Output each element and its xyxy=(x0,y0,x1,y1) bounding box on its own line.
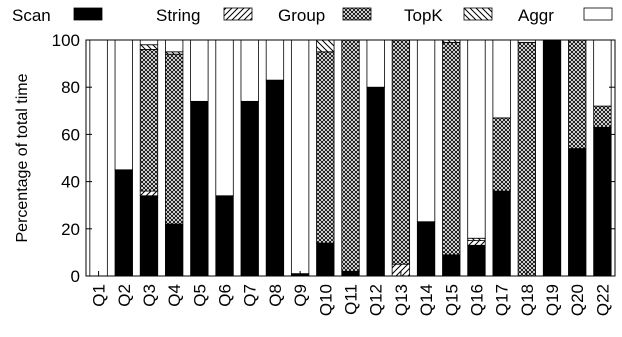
x-tick-label-q14: Q14 xyxy=(417,284,436,316)
x-tick-label-q12: Q12 xyxy=(367,284,386,316)
x-tick-label-q11: Q11 xyxy=(342,284,361,315)
x-tick-label-q3: Q3 xyxy=(140,284,159,307)
bar-segment-q9-aggr xyxy=(290,39,310,275)
legend-label-topk: TopK xyxy=(404,6,443,25)
x-tick-label-q4: Q4 xyxy=(165,284,184,307)
x-tick-label-q10: Q10 xyxy=(316,284,335,316)
x-tick-label-q18: Q18 xyxy=(518,284,537,316)
bar-segment-q2-scan xyxy=(114,169,133,277)
bar-segment-q8-scan xyxy=(265,79,285,277)
bar-segment-q5-scan xyxy=(190,100,209,277)
bar-segment-q15-group xyxy=(442,41,461,256)
bar-segment-q4-scan xyxy=(165,223,184,277)
legend-label-aggr: Aggr xyxy=(518,6,554,25)
y-tick-label: 60 xyxy=(61,125,80,144)
bar-segment-q20-group xyxy=(568,39,587,149)
bar-segment-q22-group xyxy=(593,105,612,128)
legend-swatch-aggr xyxy=(583,7,613,21)
bar-segment-q22-scan xyxy=(593,126,612,277)
bar-segment-q8-aggr xyxy=(265,39,285,81)
legend-swatch-group xyxy=(342,7,372,21)
x-tick-label-q2: Q2 xyxy=(115,284,134,307)
y-axis-label: Percentage of total time xyxy=(14,73,31,242)
bar-segment-q3-aggr xyxy=(139,39,159,46)
x-tick-label-q22: Q22 xyxy=(593,284,612,316)
x-tick-label-q19: Q19 xyxy=(543,284,562,316)
x-tick-label-q9: Q9 xyxy=(291,284,310,307)
bar-segment-q4-aggr xyxy=(165,39,184,53)
bar-segment-q11-group xyxy=(341,39,360,272)
x-tick-label-q7: Q7 xyxy=(241,284,260,307)
bar-segment-q5-aggr xyxy=(190,39,209,102)
bar-segment-q7-aggr xyxy=(240,39,259,102)
bar-segment-q4-group xyxy=(165,53,184,225)
bar-segment-q16-string xyxy=(467,240,486,246)
bar-segment-q3-scan xyxy=(139,195,159,277)
bar-segment-q22-aggr xyxy=(593,39,612,107)
legend-label-group: Group xyxy=(278,6,325,25)
bar-segment-q3-string xyxy=(139,190,159,197)
x-tick-label-q15: Q15 xyxy=(442,284,461,316)
x-tick-label-q1: Q1 xyxy=(90,284,109,307)
bar-segment-q18-group xyxy=(517,41,536,277)
y-tick-label: 80 xyxy=(61,78,80,97)
bar-segment-q12-scan xyxy=(366,86,385,277)
legend-label-string: String xyxy=(156,6,200,25)
bar-segment-q20-scan xyxy=(568,148,587,277)
bar-segment-q2-aggr xyxy=(114,39,133,171)
bar-segment-q16-aggr xyxy=(467,39,486,239)
chart-legend: Scan String Group TopK Aggr xyxy=(12,6,613,25)
bar-segment-q7-scan xyxy=(240,100,259,277)
x-tick-label-q13: Q13 xyxy=(392,284,411,316)
bar-segment-q6-aggr xyxy=(215,39,234,197)
bar-segment-q17-scan xyxy=(492,190,511,277)
bar-segment-q6-scan xyxy=(215,195,234,277)
legend-label-scan: Scan xyxy=(12,6,51,25)
y-tick-label: 20 xyxy=(61,220,80,239)
bar-segment-q3-group xyxy=(139,49,159,192)
bar-segment-q17-aggr xyxy=(492,39,511,119)
bar-segment-q19-scan xyxy=(542,39,562,277)
chart-axes: 0 20 40 60 80 100 Q1 Q2 Q3 Q4 Q5 Q6 Q7 Q8 Q9 Q10 Q11 Q12 Q… xyxy=(52,31,616,316)
bar-segment-q3-topk xyxy=(139,44,159,50)
legend-swatch-string xyxy=(223,7,253,21)
bar-segment-q17-group xyxy=(492,117,511,192)
y-tick-label: 0 xyxy=(71,267,80,286)
x-tick-label-q8: Q8 xyxy=(266,284,285,307)
bar-segment-q10-topk xyxy=(316,39,335,53)
x-tick-label-q17: Q17 xyxy=(493,284,512,316)
x-tick-label-q16: Q16 xyxy=(467,284,486,316)
legend-swatch-scan xyxy=(73,7,103,21)
bar-segment-q12-aggr xyxy=(366,39,385,88)
x-tick-label-q20: Q20 xyxy=(568,284,587,316)
y-tick-label: 40 xyxy=(61,173,80,192)
y-tick-label: 100 xyxy=(52,31,80,50)
bar-segment-q14-aggr xyxy=(416,39,436,223)
bar-segment-q14-scan xyxy=(416,221,436,277)
bar-segment-q13-group xyxy=(391,39,411,265)
bar-segment-q1-aggr xyxy=(89,39,108,277)
bar-segment-q10-group xyxy=(316,51,335,244)
bar-stacks xyxy=(89,39,612,277)
x-tick-label-q5: Q5 xyxy=(190,284,209,307)
x-tick-label-q6: Q6 xyxy=(216,284,235,307)
legend-swatch-topk xyxy=(463,7,493,21)
